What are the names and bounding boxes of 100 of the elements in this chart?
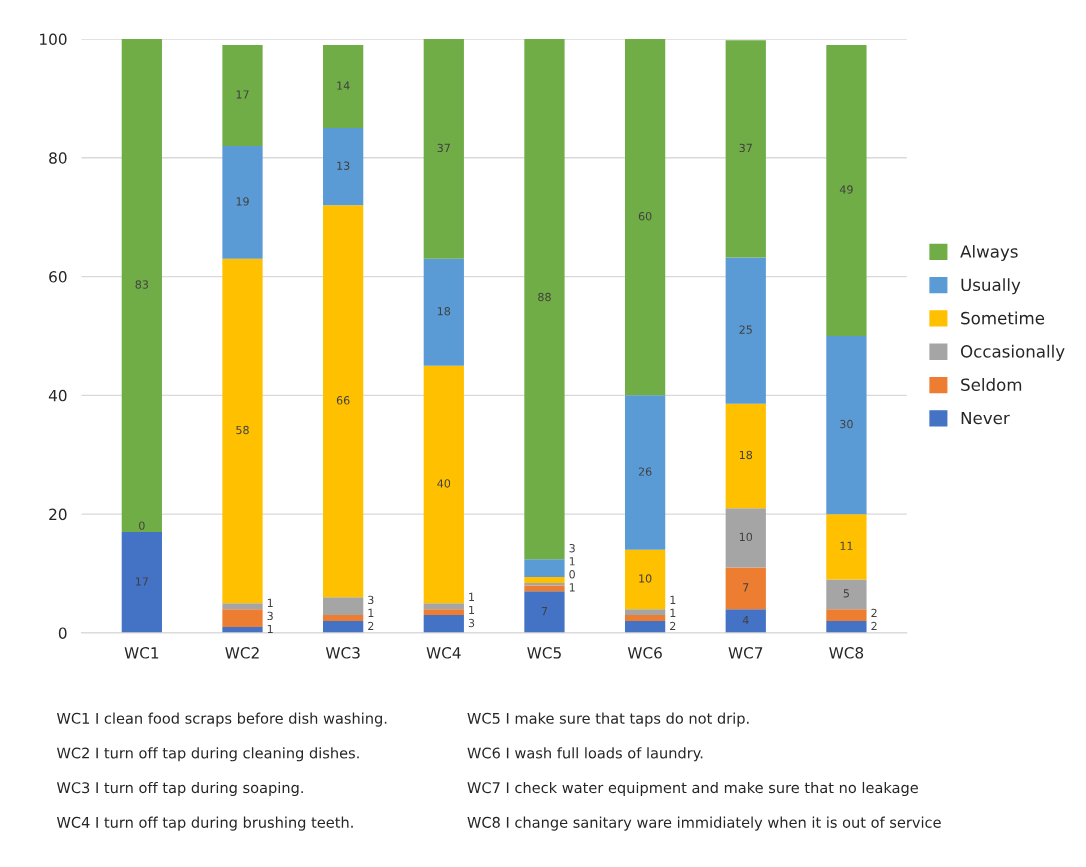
data-label: 18: [739, 450, 753, 460]
x-tick-label: WC1: [124, 647, 159, 659]
data-label: 10: [639, 574, 652, 583]
bar: [423, 258, 464, 366]
bar: [524, 559, 565, 578]
legend-label: Sometime: [961, 311, 1045, 325]
bar: [423, 39, 464, 259]
data-label: 26: [638, 467, 652, 476]
data-label: 3: [468, 618, 475, 628]
bar: [624, 549, 666, 610]
bar: [826, 44, 867, 336]
data-label: 11: [840, 541, 853, 550]
bar: [423, 615, 464, 633]
bar: [222, 609, 263, 627]
legend-label: Always: [960, 244, 1018, 262]
data-label: 1: [267, 598, 273, 607]
bar: [323, 44, 364, 129]
bar: [524, 577, 565, 584]
legend-label: Seldom: [961, 378, 1022, 391]
bar: [222, 44, 263, 146]
x-tick-label: WC3: [325, 647, 360, 659]
data-label: 3: [267, 611, 273, 621]
data-label: 5: [843, 589, 849, 598]
data-label: 1: [267, 624, 273, 634]
bar: [323, 615, 364, 622]
data-label: 2: [871, 621, 877, 631]
x-tick-label: WC7: [728, 647, 763, 659]
bar: [423, 603, 464, 610]
data-label: 40: [437, 479, 451, 488]
data-label: 10: [739, 532, 753, 542]
x-tick-label: WC5: [527, 647, 561, 659]
y-tick-label: 20: [49, 508, 67, 521]
bar: [826, 514, 867, 580]
data-label: 2: [871, 608, 877, 617]
annotation: 0: [139, 521, 145, 530]
data-label: 1: [469, 592, 474, 601]
bar: [323, 128, 364, 206]
text: WC7 I check water equipment and make sure that no leakage: [467, 781, 918, 797]
data-label: 2: [368, 621, 374, 631]
legend-label: Never: [961, 411, 1010, 425]
x-tick-label: WC6: [627, 647, 662, 659]
bar: [323, 621, 364, 633]
bar: [323, 205, 364, 598]
y-tick-label: 0: [58, 627, 67, 639]
text: WC2 I turn off tap during cleaning dishes.: [56, 747, 359, 762]
data-label: 88: [538, 292, 551, 302]
text: WC4 I turn off tap during brushing teeth.: [56, 816, 353, 831]
data-label: 60: [638, 212, 652, 221]
bar: [222, 258, 263, 604]
data-label: 1: [670, 595, 676, 604]
data-label: 3: [569, 543, 575, 553]
text: WC3 I turn off tap during soaping.: [56, 781, 303, 797]
bar: [826, 609, 867, 622]
data-label: 4: [742, 616, 749, 625]
data-label: 1: [569, 557, 575, 566]
data-label: 7: [743, 583, 749, 592]
data-label: 1: [469, 605, 474, 614]
legend-label: Occasionally: [961, 344, 1065, 361]
bar: [725, 567, 766, 610]
bar: [725, 609, 766, 633]
text: WC6 I wash full loads of laundry.: [467, 747, 703, 762]
data-label: 13: [337, 161, 350, 170]
text: WC5 I make sure that taps do not drip.: [467, 712, 749, 727]
bar: [624, 395, 666, 550]
bar: [826, 335, 867, 515]
bar: [725, 403, 766, 509]
data-label: 49: [839, 185, 853, 194]
bar: [121, 531, 162, 633]
data-label: 30: [840, 419, 853, 429]
bar: [725, 508, 766, 568]
bar: [423, 365, 464, 604]
y-tick-label: 100: [40, 33, 67, 46]
y-tick-label: 40: [48, 389, 67, 402]
data-label: 18: [437, 307, 451, 316]
bar: [826, 621, 867, 633]
data-label: 1: [670, 608, 676, 617]
y-tick-label: 80: [49, 152, 67, 164]
data-label: 1: [368, 608, 374, 617]
data-label: 17: [135, 577, 148, 586]
bar: [725, 257, 766, 404]
bar: [624, 609, 666, 616]
bar: [222, 603, 263, 610]
bar: [524, 591, 565, 633]
text: WC8 I change sanitary ware immidiately when it is out of service: [467, 816, 941, 831]
data-label: 66: [336, 396, 350, 405]
data-label: 25: [739, 325, 752, 334]
text: WC1 I clean food scraps before dish washing.: [56, 712, 387, 727]
bar: [222, 145, 263, 259]
data-label: 7: [541, 607, 548, 616]
bar: [323, 597, 364, 616]
legend-label: Usually: [961, 278, 1021, 295]
bar: [121, 39, 162, 532]
bar: [524, 585, 565, 592]
data-label: 14: [337, 81, 350, 90]
data-label: 1: [569, 583, 575, 592]
data-label: 0: [569, 570, 575, 579]
data-label: 2: [670, 621, 676, 631]
x-tick-label: WC2: [225, 647, 259, 659]
bar: [624, 615, 666, 622]
data-label: 3: [368, 595, 374, 605]
